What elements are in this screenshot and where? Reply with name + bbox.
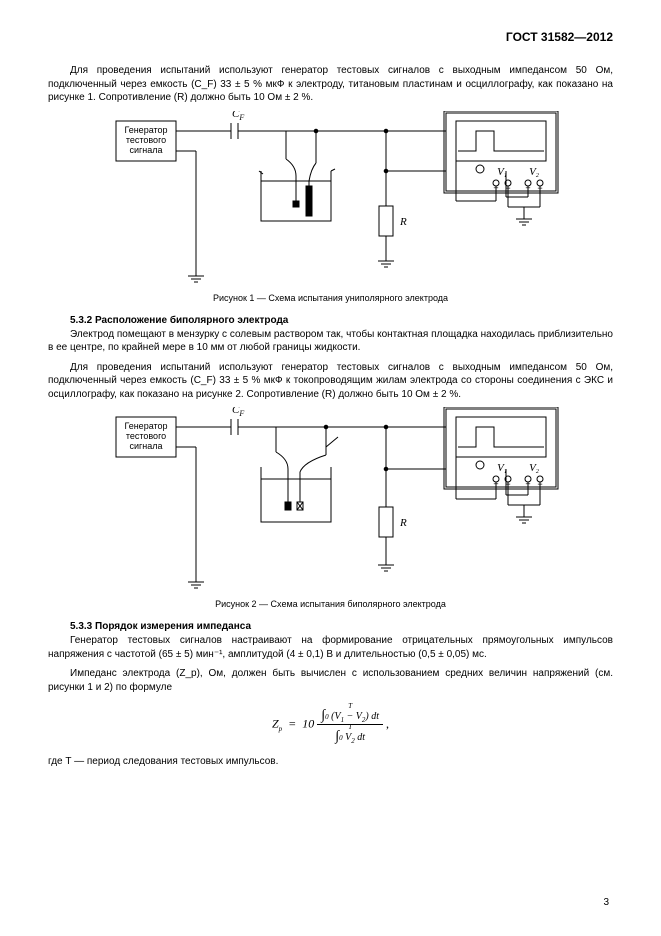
figure-1: Генератор тестового сигнала CF: [76, 111, 586, 291]
gen-l2: тестового: [125, 135, 165, 145]
section-5-3-3-head: 5.3.3 Порядок измерения импеданса: [70, 621, 613, 632]
page-number: 3: [603, 897, 609, 908]
gen-l1: Генератор: [124, 125, 167, 135]
svg-text:R: R: [399, 517, 407, 529]
sec532-p2: Для проведения испытаний используют гене…: [48, 361, 613, 402]
section-5-3-2-head: 5.3.2 Расположение биполярного электрода: [70, 315, 613, 326]
impedance-formula: Zp = 10 T∫0 (V1 − V2) dt T∫0 V2 dt ,: [48, 704, 613, 745]
svg-text:Генератор: Генератор: [124, 421, 167, 431]
svg-text:тестового: тестового: [125, 431, 165, 441]
figure-2: Генератор тестового сигнала CF: [76, 407, 586, 597]
r-label: R: [399, 216, 407, 228]
figure-1-caption: Рисунок 1 — Схема испытания униполярного…: [48, 293, 613, 303]
paragraph-intro: Для проведения испытаний используют гене…: [48, 64, 613, 105]
sec532-p1: Электрод помещают в мензурку с солевым р…: [48, 328, 613, 355]
svg-text:CF: CF: [232, 407, 244, 418]
formula-where: где T — период следования тестовых импул…: [48, 755, 613, 769]
svg-text:сигнала: сигнала: [129, 441, 162, 451]
figure-2-caption: Рисунок 2 — Схема испытания биполярного …: [48, 599, 613, 609]
gen-l3: сигнала: [129, 145, 162, 155]
document-id: ГОСТ 31582—2012: [48, 30, 613, 44]
para1-text: Для проведения испытаний используют гене…: [48, 65, 613, 103]
sec533-p2: Импеданс электрода (Z_p), Ом, должен быт…: [48, 667, 613, 694]
cf-label: CF: [232, 111, 244, 122]
sec533-p1: Генератор тестовых сигналов настраивают …: [48, 634, 613, 661]
